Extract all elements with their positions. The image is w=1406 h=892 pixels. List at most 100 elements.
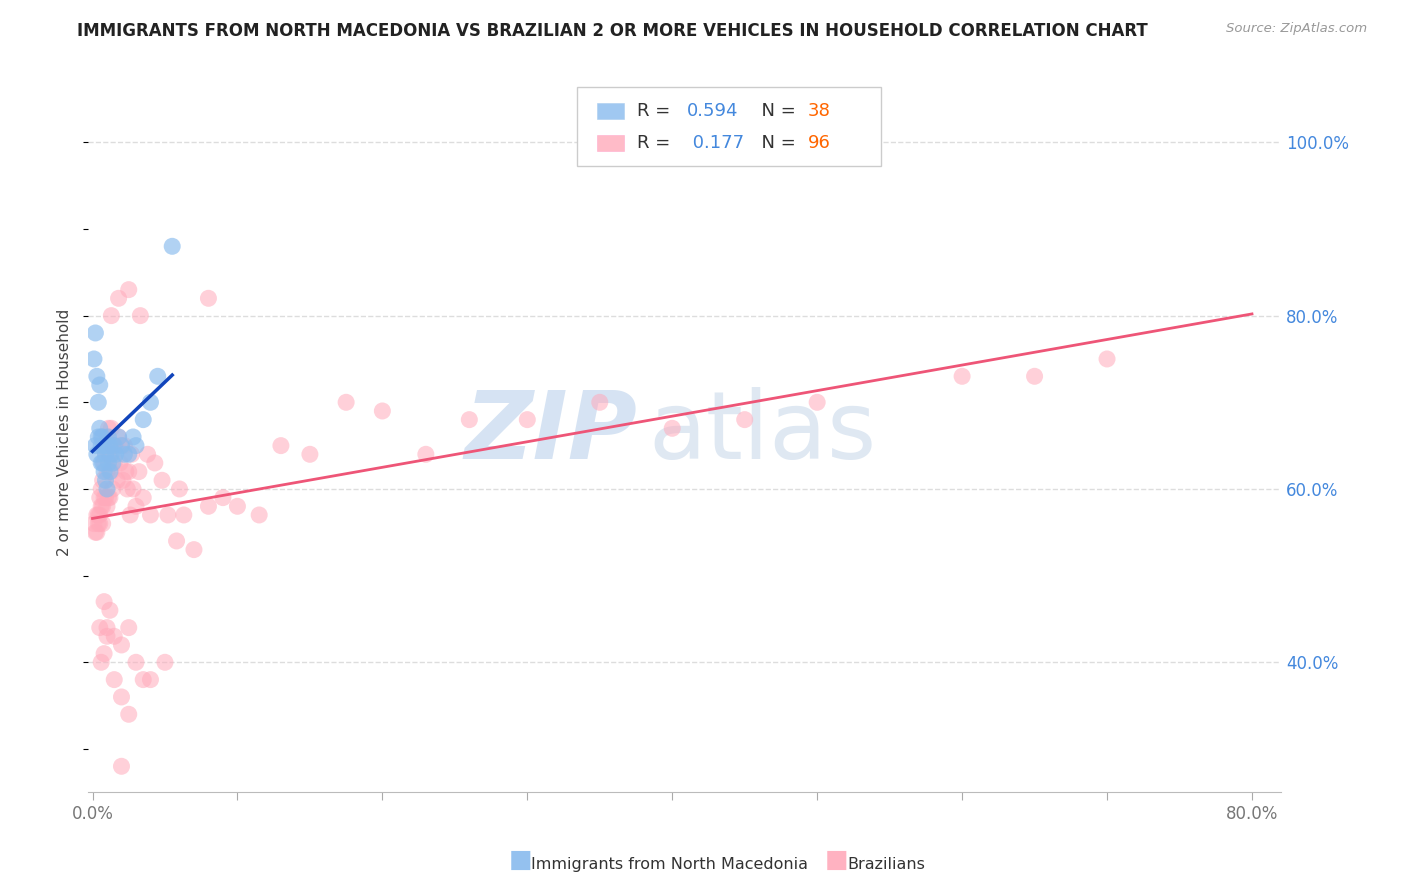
Point bbox=[87, 395, 110, 409]
Y-axis label: 2 or more Vehicles in Household: 2 or more Vehicles in Household bbox=[58, 309, 72, 557]
Text: N =: N = bbox=[751, 134, 801, 152]
Point bbox=[94, 447, 117, 461]
Point bbox=[86, 369, 108, 384]
Text: ■: ■ bbox=[509, 848, 531, 872]
Point bbox=[111, 473, 134, 487]
Point bbox=[143, 456, 166, 470]
Text: Brazilians: Brazilians bbox=[848, 857, 925, 872]
Point bbox=[90, 482, 112, 496]
Point bbox=[110, 638, 132, 652]
Point bbox=[90, 500, 112, 514]
Point bbox=[806, 395, 828, 409]
Point bbox=[1095, 351, 1118, 366]
Point bbox=[96, 500, 118, 514]
Point bbox=[298, 447, 321, 461]
Point bbox=[125, 500, 148, 514]
Point bbox=[146, 369, 169, 384]
Point bbox=[91, 456, 114, 470]
Point bbox=[86, 508, 108, 522]
Text: N =: N = bbox=[751, 102, 801, 120]
Point bbox=[96, 482, 118, 496]
Point bbox=[136, 447, 159, 461]
Point bbox=[112, 439, 135, 453]
Point bbox=[100, 421, 122, 435]
Point bbox=[103, 456, 125, 470]
Text: atlas: atlas bbox=[648, 386, 877, 479]
Point bbox=[97, 430, 120, 444]
Point bbox=[89, 491, 111, 505]
Point bbox=[120, 508, 142, 522]
Text: R =: R = bbox=[637, 134, 676, 152]
Point bbox=[93, 465, 115, 479]
Point bbox=[107, 430, 129, 444]
Text: Source: ZipAtlas.com: Source: ZipAtlas.com bbox=[1226, 22, 1367, 36]
Point bbox=[118, 447, 141, 461]
Point bbox=[139, 673, 162, 687]
Point bbox=[97, 491, 120, 505]
Point bbox=[105, 473, 128, 487]
Point bbox=[97, 456, 120, 470]
FancyBboxPatch shape bbox=[598, 135, 624, 151]
Point bbox=[125, 439, 148, 453]
Point bbox=[83, 351, 105, 366]
Point bbox=[122, 430, 145, 444]
Point bbox=[1024, 369, 1046, 384]
Point bbox=[90, 430, 112, 444]
Point bbox=[104, 439, 127, 453]
Point bbox=[107, 430, 129, 444]
Point bbox=[197, 291, 219, 305]
Point bbox=[98, 439, 121, 453]
Point bbox=[100, 309, 122, 323]
Point bbox=[270, 439, 292, 453]
Point bbox=[97, 421, 120, 435]
Point bbox=[84, 439, 107, 453]
Point bbox=[166, 533, 188, 548]
Point bbox=[89, 378, 111, 392]
Point bbox=[156, 508, 179, 522]
Point bbox=[91, 430, 114, 444]
Point bbox=[197, 500, 219, 514]
Point bbox=[121, 447, 143, 461]
Point bbox=[96, 430, 118, 444]
Point bbox=[160, 239, 183, 253]
Point bbox=[93, 491, 115, 505]
Point bbox=[84, 326, 107, 340]
Point bbox=[89, 421, 111, 435]
Point bbox=[86, 525, 108, 540]
Text: 0.177: 0.177 bbox=[688, 134, 744, 152]
Point bbox=[129, 309, 152, 323]
Point bbox=[153, 655, 176, 669]
Point bbox=[183, 542, 205, 557]
Text: R =: R = bbox=[637, 102, 676, 120]
Point bbox=[150, 473, 173, 487]
Point bbox=[87, 508, 110, 522]
FancyBboxPatch shape bbox=[578, 87, 882, 167]
Point bbox=[94, 491, 117, 505]
Point bbox=[112, 447, 135, 461]
Point bbox=[173, 508, 195, 522]
Point bbox=[125, 655, 148, 669]
Point bbox=[98, 491, 121, 505]
Point bbox=[100, 447, 122, 461]
Text: 38: 38 bbox=[807, 102, 831, 120]
Text: ■: ■ bbox=[825, 848, 848, 872]
Point bbox=[122, 482, 145, 496]
Point bbox=[91, 516, 114, 531]
Point bbox=[84, 525, 107, 540]
Point bbox=[103, 439, 125, 453]
Point bbox=[371, 404, 394, 418]
Point bbox=[100, 465, 122, 479]
Point bbox=[103, 629, 125, 643]
Point bbox=[415, 447, 437, 461]
Point bbox=[132, 491, 155, 505]
Point bbox=[94, 473, 117, 487]
Point bbox=[96, 439, 118, 453]
Text: ZIP: ZIP bbox=[464, 386, 637, 479]
Point bbox=[90, 439, 112, 453]
Point bbox=[93, 439, 115, 453]
Point bbox=[87, 516, 110, 531]
Point bbox=[118, 465, 141, 479]
Point bbox=[89, 621, 111, 635]
Point bbox=[98, 603, 121, 617]
Point bbox=[114, 465, 136, 479]
